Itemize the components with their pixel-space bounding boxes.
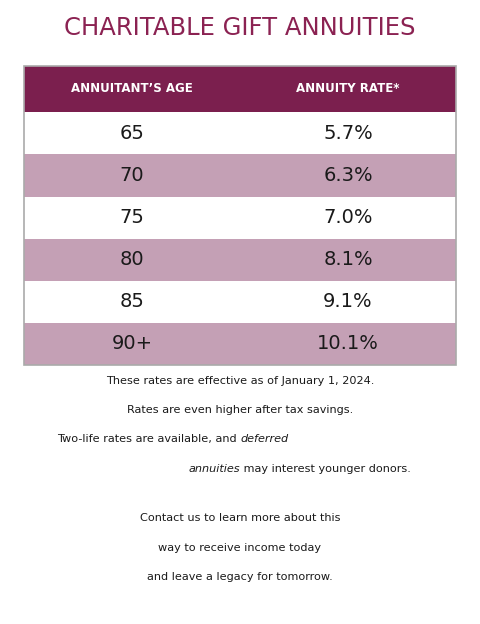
Text: These rates are effective as of January 1, 2024.: These rates are effective as of January … xyxy=(106,376,374,386)
Text: way to receive income today: way to receive income today xyxy=(158,543,322,553)
Text: 10.1%: 10.1% xyxy=(317,334,379,353)
Text: 9.1%: 9.1% xyxy=(323,293,373,311)
Text: 85: 85 xyxy=(120,293,144,311)
Text: 5.7%: 5.7% xyxy=(323,124,373,143)
Bar xyxy=(24,239,456,281)
Bar xyxy=(24,66,456,112)
Text: 90+: 90+ xyxy=(111,334,153,353)
Bar xyxy=(24,197,456,238)
Text: 80: 80 xyxy=(120,250,144,269)
Bar xyxy=(24,154,456,197)
Bar xyxy=(24,112,456,154)
Text: annuities: annuities xyxy=(188,464,240,474)
Bar xyxy=(24,66,456,365)
Text: Rates are even higher after tax savings.: Rates are even higher after tax savings. xyxy=(127,405,353,415)
Text: Contact us to learn more about this: Contact us to learn more about this xyxy=(140,514,340,524)
Text: 7.0%: 7.0% xyxy=(323,208,373,227)
Bar xyxy=(24,323,456,365)
Text: ANNUITANT’S AGE: ANNUITANT’S AGE xyxy=(71,82,193,95)
Text: CHARITABLE GIFT ANNUITIES: CHARITABLE GIFT ANNUITIES xyxy=(64,16,416,40)
Text: 6.3%: 6.3% xyxy=(323,166,373,185)
Text: 65: 65 xyxy=(120,124,144,143)
Text: 70: 70 xyxy=(120,166,144,185)
Text: ANNUITY RATE*: ANNUITY RATE* xyxy=(296,82,400,95)
Bar xyxy=(24,281,456,323)
Text: 8.1%: 8.1% xyxy=(323,250,373,269)
Text: Two-life rates are available, and: Two-life rates are available, and xyxy=(57,434,240,444)
Text: 75: 75 xyxy=(120,208,144,227)
Text: and leave a legacy for tomorrow.: and leave a legacy for tomorrow. xyxy=(147,572,333,582)
Text: may interest younger donors.: may interest younger donors. xyxy=(240,464,411,474)
Text: deferred: deferred xyxy=(240,434,288,444)
